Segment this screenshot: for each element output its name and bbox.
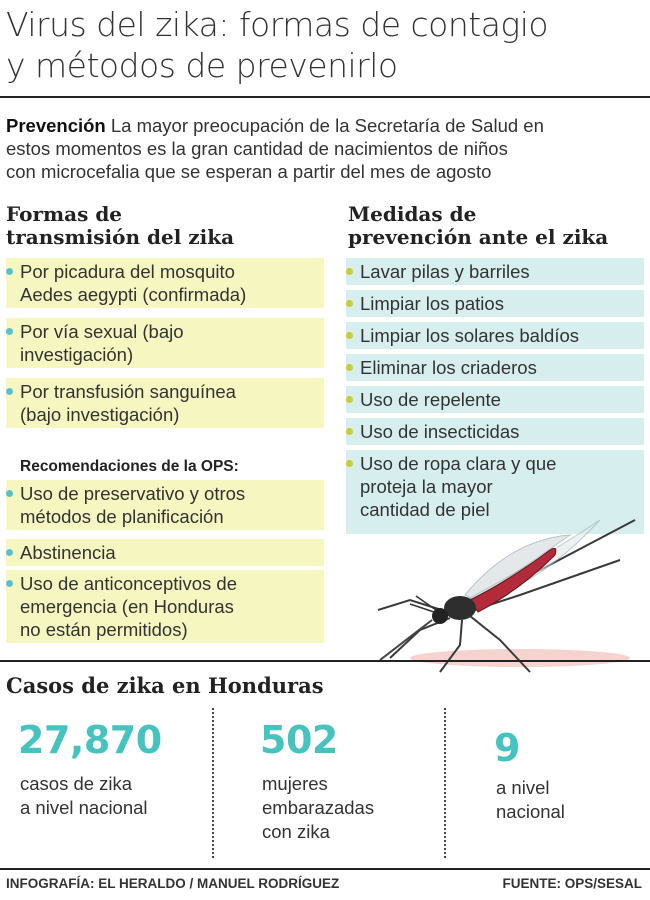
bullet-icon xyxy=(346,268,353,275)
bullet-icon xyxy=(6,388,13,395)
title-divider xyxy=(0,96,650,98)
bullet-icon xyxy=(346,332,353,339)
intro-label: Prevención xyxy=(6,115,106,136)
item-line: Uso de insecticidas xyxy=(360,421,520,442)
intro-line-2: estos momentos es la gran cantidad de na… xyxy=(6,138,508,159)
stat-label: casos de zika a nivel nacional xyxy=(20,772,148,820)
item-line: Uso de repelente xyxy=(360,389,501,410)
bullet-icon xyxy=(346,460,353,467)
bullet-icon xyxy=(6,490,13,497)
transmission-heading-line-1: Formas de xyxy=(6,202,123,226)
prevention-heading-line-1: Medidas de xyxy=(348,202,477,226)
bullet-icon xyxy=(346,364,353,371)
stats-title: Casos de zika en Honduras xyxy=(6,673,324,698)
stat-value: 9 xyxy=(494,726,520,770)
item-line: Lavar pilas y barriles xyxy=(360,261,530,282)
item-line: cantidad de piel xyxy=(360,499,490,520)
item-line: investigación) xyxy=(20,344,134,365)
mosquito-icon xyxy=(377,519,636,673)
item-line: proteja la mayor xyxy=(360,476,493,497)
item-line: no están permitidos) xyxy=(20,619,188,640)
prevention-item: Eliminar los criaderos xyxy=(346,354,644,381)
bullet-icon xyxy=(346,428,353,435)
intro-paragraph: Prevención La mayor preocupación de la S… xyxy=(6,114,646,183)
stat-label: mujeres embarazadas con zika xyxy=(262,772,374,844)
title-line-1: Virus del zika: formas de contagio xyxy=(6,5,549,44)
item-line: (bajo investigación) xyxy=(20,404,180,425)
stat-value: 502 xyxy=(260,718,338,762)
stat-label-line: a nivel xyxy=(496,777,550,798)
footer-source: FUENTE: OPS/SESAL xyxy=(502,876,642,891)
stats-divider xyxy=(0,660,650,662)
stat-label-line: embarazadas xyxy=(262,797,375,818)
item-line: Uso de anticonceptivos de xyxy=(20,573,237,594)
footer-credit: INFOGRAFÍA: EL HERALDO / MANUEL RODRÍGUE… xyxy=(6,876,340,891)
item-line: Limpiar los solares baldíos xyxy=(360,325,580,346)
item-line: emergencia (en Honduras xyxy=(20,596,234,617)
bullet-icon xyxy=(6,580,13,587)
item-line: métodos de planificación xyxy=(20,506,224,527)
page-title: Virus del zika: formas de contagio y mét… xyxy=(6,4,646,86)
footer-divider xyxy=(0,868,650,870)
bullet-icon xyxy=(6,328,13,335)
stat-label-line: casos de zika xyxy=(20,773,133,794)
item-line: Uso de preservativo y otros xyxy=(20,483,246,504)
prevention-item: Uso de insecticidas xyxy=(346,418,644,445)
transmission-heading: Formas de transmisión del zika xyxy=(6,203,234,249)
stat-label: a nivel nacional xyxy=(496,776,565,824)
stat-divider xyxy=(444,708,446,858)
item-line: Por picadura del mosquito xyxy=(20,261,235,282)
item-line: Uso de ropa clara y que xyxy=(360,453,557,474)
item-line: Por transfusión sanguínea xyxy=(20,381,236,402)
prevention-item: Limpiar los solares baldíos xyxy=(346,322,644,349)
bullet-icon xyxy=(6,268,13,275)
ops-item: Abstinencia xyxy=(6,539,324,566)
stat-label-line: con zika xyxy=(262,821,330,842)
item-line: Abstinencia xyxy=(20,542,116,563)
ops-heading: Recomendaciones de la OPS: xyxy=(20,458,239,475)
transmission-item: Por picadura del mosquito Aedes aegypti … xyxy=(6,258,324,308)
bullet-icon xyxy=(346,300,353,307)
transmission-item: Por vía sexual (bajo investigación) xyxy=(6,318,324,368)
stat-label-line: nacional xyxy=(496,801,565,822)
item-line: Por vía sexual (bajo xyxy=(20,321,184,342)
intro-line-3: con microcefalia que se esperan a partir… xyxy=(6,161,492,182)
prevention-heading-line-2: prevención ante el zika xyxy=(348,225,609,249)
item-line: Eliminar los criaderos xyxy=(360,357,537,378)
stat-value: 27,870 xyxy=(18,718,162,762)
ops-item: Uso de preservativo y otros métodos de p… xyxy=(6,480,324,530)
transmission-item: Por transfusión sanguínea (bajo investig… xyxy=(6,378,324,428)
item-line: Limpiar los patios xyxy=(360,293,504,314)
ops-item: Uso de anticonceptivos de emergencia (en… xyxy=(6,570,324,643)
prevention-item: Lavar pilas y barriles xyxy=(346,258,644,285)
bullet-icon xyxy=(6,549,13,556)
item-line: Aedes aegypti (confirmada) xyxy=(20,284,247,305)
stat-label-line: a nivel nacional xyxy=(20,797,148,818)
transmission-heading-line-2: transmisión del zika xyxy=(6,225,235,249)
title-line-2: y métodos de prevenirlo xyxy=(6,46,398,85)
prevention-item: Limpiar los patios xyxy=(346,290,644,317)
intro-line-1: La mayor preocupación de la Secretaría d… xyxy=(105,115,544,136)
prevention-heading: Medidas de prevención ante el zika xyxy=(348,203,608,249)
bullet-icon xyxy=(346,396,353,403)
stat-label-line: mujeres xyxy=(262,773,328,794)
stat-divider xyxy=(212,708,214,858)
prevention-item: Uso de repelente xyxy=(346,386,644,413)
prevention-item: Uso de ropa clara y que proteja la mayor… xyxy=(346,450,644,534)
